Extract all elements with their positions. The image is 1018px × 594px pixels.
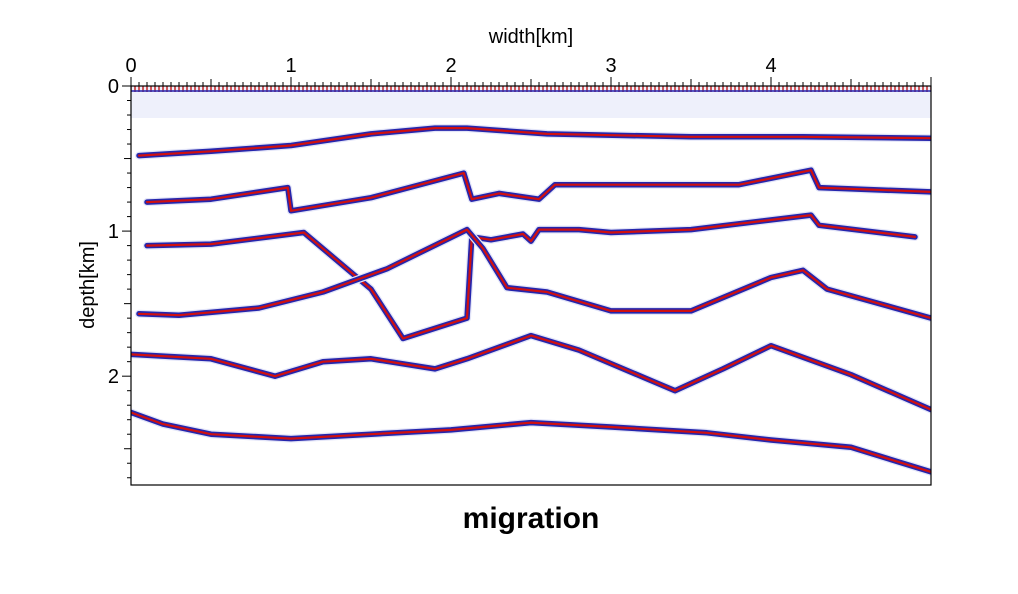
y-axis-label: depth[km] xyxy=(77,241,99,329)
reflector-2 xyxy=(143,166,931,215)
x-axis-label: width[km] xyxy=(488,26,573,48)
plot-area xyxy=(131,86,931,485)
reflector-3 xyxy=(143,211,919,343)
x-tick-label: 0 xyxy=(125,55,136,77)
surface-noise-band xyxy=(131,86,931,118)
reflector-6-trace-3 xyxy=(131,411,931,473)
y-tick-label: 0 xyxy=(108,76,119,98)
reflector-3-trace-3 xyxy=(145,214,917,340)
reflector-4 xyxy=(135,225,931,323)
x-tick-label: 2 xyxy=(445,55,456,77)
reflector-1 xyxy=(135,124,931,160)
y-tick-label: 1 xyxy=(108,221,119,243)
x-axis-top: 0 1 2 3 4 xyxy=(125,55,932,86)
y-tick-label: 2 xyxy=(108,366,119,388)
reflector-2-trace-3 xyxy=(145,169,931,212)
reflector-6 xyxy=(131,408,931,476)
x-tick-label: 4 xyxy=(765,55,776,77)
reflector-5-trace-3 xyxy=(131,334,931,411)
reflector-4-trace-3 xyxy=(137,228,931,320)
y-axis-left: 0 1 2 xyxy=(108,76,131,479)
x-tick-label: 1 xyxy=(285,55,296,77)
surface-noise-ticks xyxy=(131,86,931,92)
reflector-events xyxy=(131,124,931,476)
chart-title: migration xyxy=(463,502,600,535)
x-tick-label: 3 xyxy=(605,55,616,77)
reflector-5 xyxy=(131,331,931,414)
reflector-1-trace-3 xyxy=(137,127,931,157)
